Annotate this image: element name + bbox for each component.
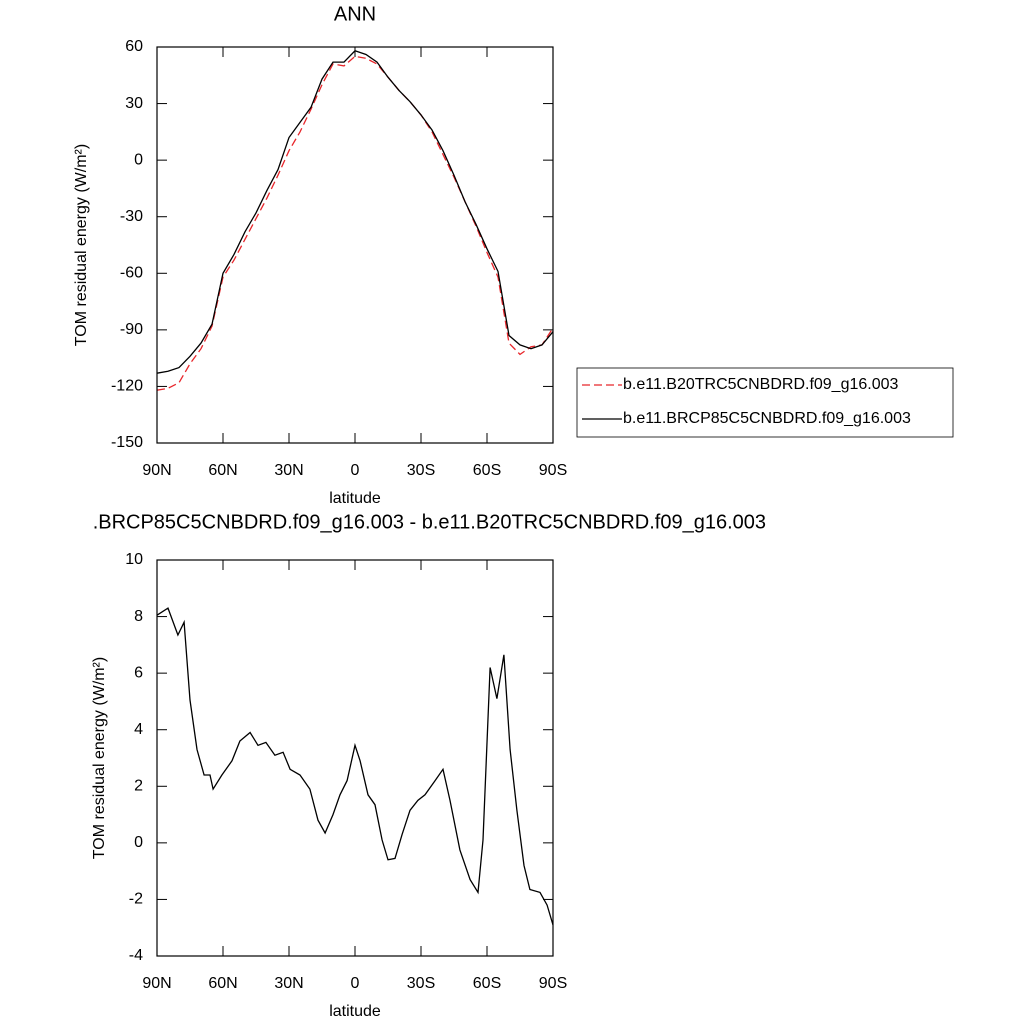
x-axis-label: latitude [329,490,381,507]
x-tick-label: 90N [142,975,171,992]
y-tick-label: -30 [120,208,143,225]
legend-label: b.e11.BRCP85C5CNBDRD.f09_g16.003 [623,410,911,427]
x-tick-label: 30S [407,975,435,992]
x-tick-label: 0 [351,462,360,479]
y-tick-label: 2 [134,778,143,795]
y-tick-label: -2 [129,891,143,908]
legend-label: b.e11.B20TRC5CNBDRD.f09_g16.003 [623,376,899,393]
y-tick-label: -4 [129,947,143,964]
y-tick-label: 0 [134,151,143,168]
series-line [156,50,554,374]
x-tick-label: 60S [473,975,501,992]
y-tick-label: -60 [120,265,143,282]
series-line [156,607,554,926]
x-tick-label: 90S [539,975,567,992]
x-tick-label: 90S [539,462,567,479]
x-tick-label: 60S [473,462,501,479]
y-tick-label: -90 [120,321,143,338]
x-tick-label: 30S [407,462,435,479]
x-tick-label: 60N [208,975,237,992]
y-tick-label: 30 [125,95,143,112]
plot-frame [156,46,554,444]
x-tick-label: 60N [208,462,237,479]
y-tick-label: 4 [134,721,143,738]
x-tick-label: 90N [142,462,171,479]
x-tick-label: 0 [351,975,360,992]
series-line [156,55,554,391]
plot-frame [156,559,554,957]
y-tick-label: 60 [125,38,143,55]
x-tick-label: 30N [274,975,303,992]
x-tick-label: 30N [274,462,303,479]
y-tick-label: -120 [111,378,143,395]
x-axis-label: latitude [329,1003,381,1020]
legend-box [576,367,954,438]
y-axis-label: TOM residual energy (W/m²) [91,657,108,859]
y-tick-label: -150 [111,434,143,451]
y-axis-label: TOM residual energy (W/m²) [73,144,90,346]
y-tick-label: 8 [134,608,143,625]
y-tick-label: 10 [125,551,143,568]
chart-title: .BRCP85C5CNBDRD.f09_g16.003 - b.e11.B20T… [93,511,766,533]
y-tick-label: 0 [134,834,143,851]
y-tick-label: 6 [134,664,143,681]
chart-title: ANN [334,3,376,25]
